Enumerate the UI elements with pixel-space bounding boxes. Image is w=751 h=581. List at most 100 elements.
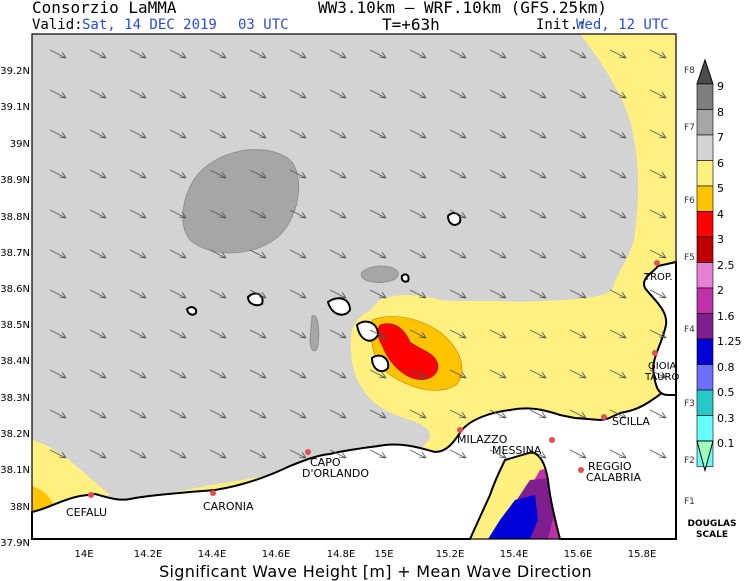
footer-caption: Significant Wave Height [m] + Mean Wave …	[159, 562, 592, 581]
wave-direction-arrow	[569, 209, 587, 219]
wave-direction-arrow	[529, 89, 547, 99]
wave-direction-arrow	[329, 49, 347, 59]
label-caronia: CARONIA	[203, 500, 254, 513]
legend-swatch	[696, 389, 714, 416]
wave-direction-arrow	[489, 409, 507, 419]
wave-direction-arrow	[129, 449, 147, 459]
wave-direction-arrow	[409, 129, 427, 139]
wave-direction-arrow	[49, 409, 67, 419]
wave-direction-arrow	[449, 449, 467, 459]
wave-direction-arrow	[169, 289, 187, 299]
calabria-land	[642, 260, 677, 396]
legend-force-label: F8	[684, 66, 695, 76]
label-tropea: TROP.	[644, 272, 673, 283]
wave-direction-arrow	[609, 449, 627, 459]
lat-tick-label: 38N	[9, 502, 30, 513]
island-panarea	[400, 273, 410, 283]
city-dot-tropea	[654, 260, 660, 266]
wave-direction-arrow	[289, 129, 307, 139]
wave-direction-arrow	[169, 89, 187, 99]
wave-direction-arrow	[209, 89, 227, 99]
wave-direction-arrow	[409, 89, 427, 99]
lon-tick-label: 15.2E	[435, 549, 465, 560]
wave-direction-arrow	[649, 89, 667, 99]
wave-direction-arrow	[449, 89, 467, 99]
city-dot-reggio	[578, 467, 584, 473]
wave-direction-arrow	[209, 129, 227, 139]
header-org: Consorzio LaMMA	[32, 0, 177, 17]
wave-direction-arrow	[569, 449, 587, 459]
wave-direction-arrow	[169, 169, 187, 179]
wave-direction-arrow	[409, 209, 427, 219]
wave-direction-arrow	[369, 449, 387, 459]
wave-direction-arrow	[609, 409, 627, 419]
wave-direction-arrow	[249, 409, 267, 419]
wave-direction-arrow	[409, 409, 427, 419]
wave-direction-arrow	[609, 329, 627, 339]
wave-direction-arrow	[409, 449, 427, 459]
wave-direction-arrow	[649, 249, 667, 259]
city-dot-messina	[549, 437, 555, 443]
wave-direction-arrow	[489, 289, 507, 299]
lat-tick-label: 38.3N	[0, 393, 30, 404]
wave-direction-arrow	[129, 329, 147, 339]
wave-direction-arrow	[649, 449, 667, 459]
legend-force-label: F6	[684, 196, 695, 206]
legend-bottom-arrow	[696, 440, 714, 473]
wave-direction-arrow	[209, 329, 227, 339]
legend-value-label: 8	[717, 105, 724, 119]
wave-direction-arrow	[369, 329, 387, 339]
wave-direction-arrow	[409, 369, 427, 379]
wave-direction-arrow	[649, 169, 667, 179]
wave-direction-arrow	[449, 209, 467, 219]
legend-colorbar	[696, 58, 714, 473]
wave-direction-arrow	[449, 409, 467, 419]
wave-direction-arrow	[529, 129, 547, 139]
wave-direction-arrow	[529, 289, 547, 299]
legend-value-label: 3	[717, 233, 724, 246]
wave-direction-arrow	[369, 369, 387, 379]
wave-direction-arrow	[609, 369, 627, 379]
wave-direction-arrow	[449, 369, 467, 379]
wave-direction-arrow	[409, 49, 427, 59]
wave-direction-arrow	[569, 89, 587, 99]
wave-direction-arrow	[169, 49, 187, 59]
wave-direction-arrow	[329, 329, 347, 339]
island-vulcano	[370, 354, 390, 373]
wave-direction-arrow	[569, 329, 587, 339]
wave-direction-arrow	[489, 369, 507, 379]
legend-scale-2: SCALE	[696, 530, 728, 540]
lat-tick-label: 39N	[9, 139, 30, 150]
legend-swatch	[696, 236, 714, 263]
label-cefalu: CEFALU	[66, 506, 108, 519]
wave-direction-arrow	[569, 249, 587, 259]
wave-direction-arrow	[89, 369, 107, 379]
wave-direction-arrow	[289, 249, 307, 259]
legend-swatch	[696, 415, 714, 442]
wave-direction-arrow	[489, 169, 507, 179]
wave-direction-arrow	[49, 329, 67, 339]
wave-direction-arrow	[89, 449, 107, 459]
label-gioia-1: GIOIA	[648, 361, 677, 372]
wave-direction-arrow	[649, 209, 667, 219]
wave-direction-arrow	[569, 409, 587, 419]
legend-swatch	[696, 364, 714, 391]
wave-direction-arrow	[649, 49, 667, 59]
legend-swatch	[696, 262, 714, 289]
legend-swatch	[696, 211, 714, 238]
wave-direction-arrow	[369, 249, 387, 259]
wave-direction-arrow	[529, 409, 547, 419]
wave-direction-arrow	[209, 209, 227, 219]
lon-tick-label: 15.4E	[499, 549, 529, 560]
wave-direction-arrow	[329, 129, 347, 139]
wave-direction-arrow	[409, 249, 427, 259]
legend-value-label: 0.8	[717, 360, 735, 374]
legend-value-label: 1.25	[717, 335, 742, 348]
legend-value-label: 2.5	[717, 258, 735, 272]
wave-direction-arrow	[129, 129, 147, 139]
lat-tick-label: 38.5N	[0, 320, 30, 331]
legend-force-label: F5	[684, 253, 695, 263]
wave-direction-arrow	[609, 129, 627, 139]
wave-direction-arrow	[169, 409, 187, 419]
